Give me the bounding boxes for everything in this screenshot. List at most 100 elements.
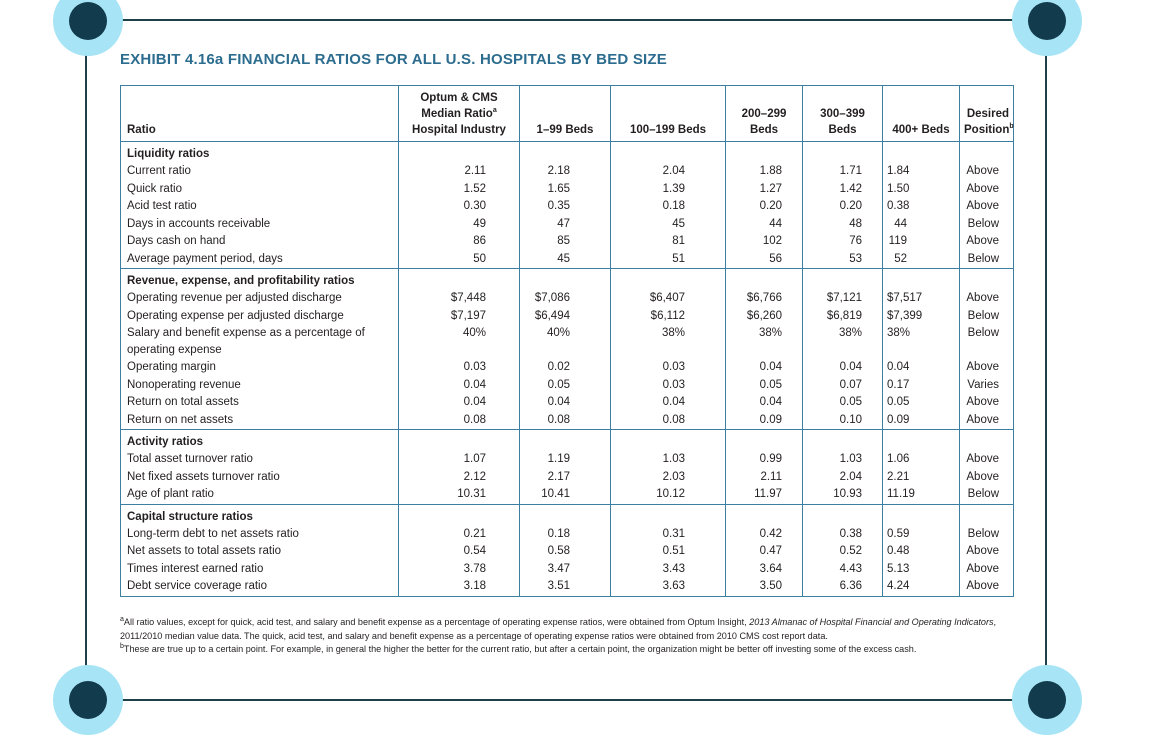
empty-cell: [519, 141, 611, 163]
beds-200-299-value: $6,260: [725, 307, 803, 325]
frame-top-line: [85, 19, 1045, 21]
empty-cell: [725, 429, 803, 451]
table-row: Acid test ratio 0.30 0.35 0.18 0.20 0.20 0.38 A…: [121, 198, 1014, 216]
col-median-line3: Hospital Industry: [412, 124, 506, 136]
col-1-99-beds: 1–99 Beds: [519, 85, 611, 142]
table-row: Operating revenue per adjusted discharge…: [121, 290, 1014, 308]
beds-100-199-value: 0.18: [610, 198, 726, 216]
beds-300-399-value: 76: [802, 233, 883, 251]
median-value: 86: [398, 233, 520, 251]
empty-cell: [610, 141, 726, 163]
beds-1-99-value: 3.47: [519, 560, 611, 578]
section-title: Capital structure ratios: [120, 503, 399, 526]
beds-400-plus-value: 0.09: [882, 411, 960, 430]
beds-100-199-value: 45: [610, 215, 726, 233]
ratio-name: Times interest earned ratio: [127, 562, 264, 575]
beds-100-199-value: 2.04: [610, 163, 726, 181]
empty-cell: [398, 141, 520, 163]
col-desired-line1: Desired: [966, 108, 1009, 120]
col-median-sup: a: [492, 107, 497, 115]
beds-400-plus-value: 1.50: [882, 180, 960, 198]
beds-200-299-value: 0.04: [725, 394, 803, 412]
empty-cell: [398, 429, 520, 451]
col-desired-position: Desired Positionb: [959, 85, 1014, 142]
desired-position-value: Above: [959, 198, 1014, 216]
beds-100-199-value: 10.12: [610, 486, 726, 504]
section-header-row: Liquidity ratios: [121, 141, 1014, 163]
median-value: 0.54: [398, 543, 520, 561]
beds-200-299-value: 44: [725, 215, 803, 233]
beds-1-99-value: 47: [519, 215, 611, 233]
footnote-a-italic: 2013 Almanac of Hospital Financial and O…: [749, 617, 994, 627]
beds-100-199-value: 0.08: [610, 411, 726, 430]
ratio-name: Nonoperating revenue: [127, 378, 241, 391]
median-value: 1.52: [398, 180, 520, 198]
beds-200-299-value: 0.99: [725, 451, 803, 469]
ratio-name: Operating expense per adjusted discharge: [127, 309, 344, 322]
desired-position-value: Above: [959, 451, 1014, 469]
median-value: 49: [398, 215, 520, 233]
frame-corner-top-right: [1012, 0, 1082, 56]
beds-1-99-value: 0.35: [519, 198, 611, 216]
ratio-name: Return on net assets: [127, 413, 234, 426]
table-row: Salary and benefit expense as a percenta…: [121, 325, 1014, 359]
empty-cell: [882, 268, 960, 290]
beds-100-199-value: 38%: [610, 325, 726, 359]
beds-300-399-value: 10.93: [802, 486, 883, 504]
beds-400-plus-value: 0.04: [882, 359, 960, 377]
ratio-name: Days in accounts receivable: [127, 217, 271, 230]
beds-200-299-value: 0.04: [725, 359, 803, 377]
empty-cell: [959, 141, 1014, 163]
desired-position-value: Above: [959, 394, 1014, 412]
beds-1-99-value: 0.05: [519, 376, 611, 394]
beds-300-399-value: 0.52: [802, 543, 883, 561]
beds-1-99-value: 10.41: [519, 486, 611, 504]
beds-200-299-value: 0.05: [725, 376, 803, 394]
desired-position-value: Below: [959, 325, 1014, 359]
col-200-299-line2: Beds: [749, 124, 779, 136]
financial-ratios-table: Ratio Optum & CMS Median Ratioa Hospital…: [120, 85, 1014, 597]
beds-300-399-value: 1.71: [802, 163, 883, 181]
beds-1-99-value: 2.18: [519, 163, 611, 181]
beds-1-99-value: 40%: [519, 325, 611, 359]
ratio-name: Net fixed assets turnover ratio: [127, 470, 280, 483]
beds-1-99-value: 0.08: [519, 411, 611, 430]
median-value: 0.30: [398, 198, 520, 216]
section-header-row: Capital structure ratios: [120, 503, 1014, 526]
beds-300-399-value: 0.10: [802, 411, 883, 430]
beds-200-299-value: 0.09: [725, 411, 803, 430]
desired-position-value: Above: [959, 411, 1014, 430]
footnote-a-text1: All ratio values, except for quick, acid…: [123, 617, 750, 627]
ratio-name: Days cash on hand: [127, 235, 226, 247]
ratio-name: Net assets to total assets ratio: [127, 545, 282, 557]
desired-position-value: Below: [959, 250, 1014, 269]
beds-400-plus-value: 1.06: [882, 451, 960, 469]
table-row: Return on total assets 0.04 0.04 0.04 0.04 0.…: [121, 394, 1014, 412]
col-300-399-beds: 300–399 Beds: [802, 85, 883, 142]
beds-100-199-value: 0.04: [610, 394, 726, 412]
beds-400-plus-value: 2.21: [882, 468, 960, 486]
beds-100-199-value: 1.03: [610, 451, 726, 469]
col-100-199-beds: 100–199 Beds: [610, 85, 726, 142]
footnote-b-mark: b: [120, 642, 124, 650]
beds-100-199-value: 0.31: [610, 525, 726, 543]
beds-300-399-value: 0.07: [802, 376, 883, 394]
beds-300-399-value: 6.36: [802, 578, 883, 596]
table-row: Net assets to total assets ratio 0.54 0.58…: [121, 543, 1014, 561]
ratio-name: Total asset turnover ratio: [127, 453, 253, 465]
empty-cell: [610, 268, 726, 290]
desired-position-value: Varies: [959, 376, 1014, 394]
beds-1-99-value: 2.17: [519, 468, 611, 486]
col-median-line1: Optum & CMS: [420, 92, 498, 104]
beds-1-99-value: 45: [519, 250, 611, 269]
beds-300-399-value: 53: [802, 250, 883, 269]
beds-1-99-value: $6,494: [519, 307, 611, 325]
median-value: 2.11: [398, 163, 520, 181]
desired-position-value: Below: [959, 525, 1014, 543]
desired-position-value: Below: [959, 215, 1014, 233]
beds-200-299-value: 3.50: [725, 578, 803, 596]
beds-1-99-value: 0.18: [519, 525, 611, 543]
beds-200-299-value: 0.42: [725, 525, 803, 543]
ratio-name: Operating revenue per adjusted discharge: [127, 292, 342, 304]
empty-cell: [802, 268, 883, 290]
